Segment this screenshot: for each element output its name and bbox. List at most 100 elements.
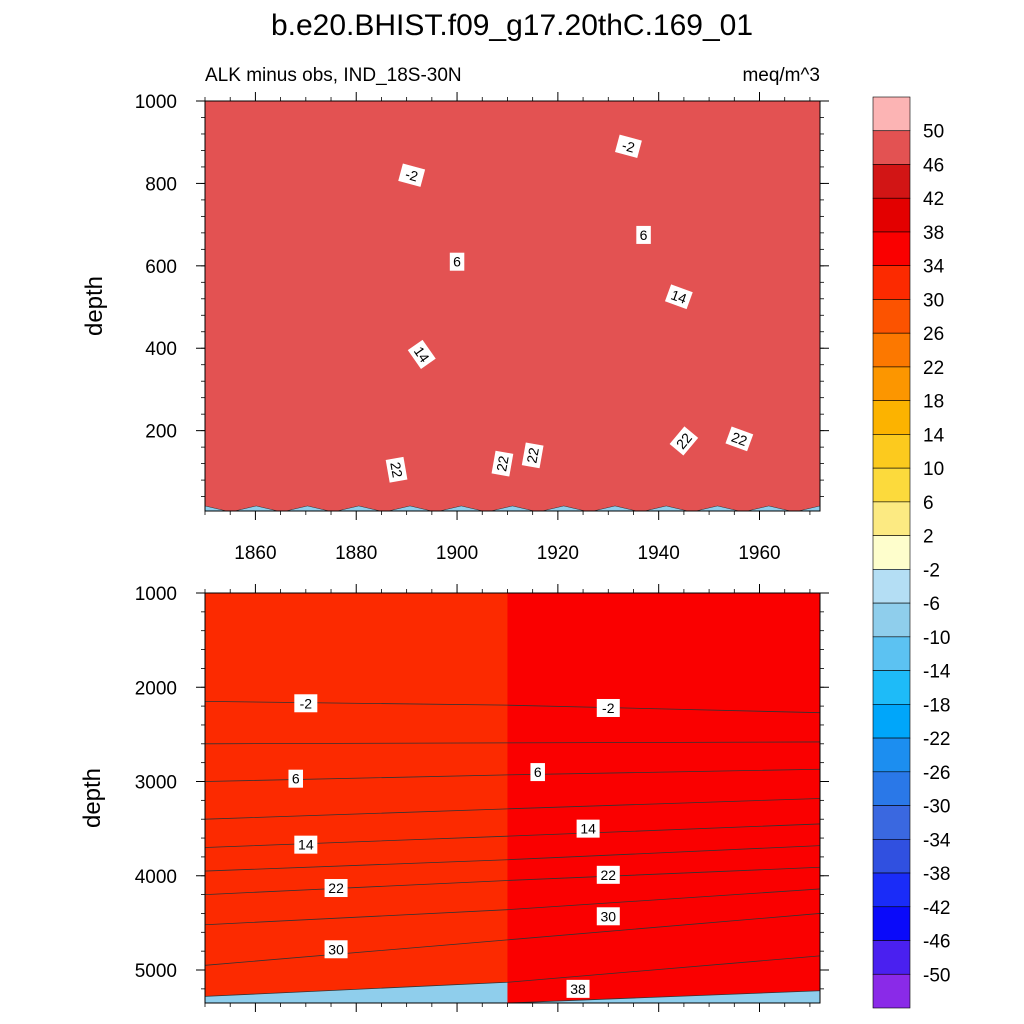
y-tick-label: 400 [145, 339, 177, 360]
y-tick-label: 2000 [135, 678, 177, 699]
colorbar-swatch [872, 569, 911, 604]
colorbar-label: -22 [923, 729, 950, 750]
contour-line-2 [205, 741, 820, 745]
contour-label-box [521, 442, 544, 469]
contour-label: 30 [596, 907, 620, 926]
contour-label-text: 22 [328, 880, 344, 896]
y-tick-label: 5000 [135, 961, 177, 982]
contour-label: 14 [664, 284, 693, 310]
contour-line-6 [205, 768, 820, 782]
contour-label: 6 [530, 763, 545, 782]
colorbar-swatch [872, 265, 911, 300]
colorbar-swatch [872, 366, 911, 401]
contour-label-box [615, 134, 642, 158]
contour-label: 6 [288, 769, 303, 788]
contour-label: 22 [385, 456, 408, 483]
colorbar-swatch [872, 636, 911, 671]
y-tick-label: 600 [145, 257, 177, 278]
lower-contour-fills [205, 593, 820, 1003]
contour-label: -2 [398, 163, 426, 187]
contour-label-text: 6 [534, 764, 542, 780]
colorbar-label: 26 [923, 324, 944, 345]
contour-label-text: 30 [328, 941, 344, 957]
contour-label: 6 [636, 225, 651, 244]
colorbar-swatch [872, 737, 911, 773]
contour-label-box [664, 284, 693, 310]
contour-label: 30 [324, 940, 348, 959]
colorbar-swatch [872, 197, 911, 233]
x-tick-label: 1880 [335, 543, 377, 564]
contour-label: -2 [294, 694, 318, 713]
y-tick-label: 3000 [135, 773, 177, 794]
contour-label: 14 [576, 819, 600, 838]
contour-label-box [576, 819, 600, 838]
contour-label: 22 [725, 426, 754, 452]
colorbar-swatch [872, 535, 911, 570]
contour-label-text: 6 [292, 771, 300, 787]
lower-panel: -2 -2 6 6 14 14 22 22 30 30 38 1000 2000 3000 4000 500… [79, 584, 829, 1012]
contour-label-box [288, 769, 303, 788]
colorbar-swatch [872, 704, 911, 739]
y-tick-label: 800 [145, 174, 177, 195]
contour-label-box [385, 456, 408, 483]
y-tick-label: 4000 [135, 867, 177, 888]
colorbar-swatch [872, 501, 911, 536]
contour-line-22 [205, 866, 820, 896]
colorbar-label: -14 [923, 662, 951, 683]
colorbar-label: 42 [923, 189, 944, 210]
colorbar-label: 22 [923, 358, 944, 379]
contour-label-box [491, 450, 514, 477]
contour-label-text: 22 [523, 446, 541, 464]
contour-line-30 [205, 913, 820, 966]
colorbar-label: 50 [923, 122, 944, 143]
contour-label-text: 22 [387, 461, 405, 479]
x-tick-label: 1900 [436, 543, 478, 564]
colorbar-label: -2 [923, 560, 940, 581]
colorbar-label: 38 [923, 223, 944, 244]
colorbar-label: -10 [923, 628, 950, 649]
upper-y-axis-title: depth [81, 276, 108, 336]
contour-label-box [449, 252, 465, 271]
colorbar-swatch [872, 299, 911, 334]
upper-right-label: meq/m^3 [742, 65, 820, 86]
colorbar-label: -18 [923, 695, 950, 716]
contour-label-text: 14 [298, 837, 314, 853]
contour-label: 22 [596, 865, 620, 884]
contour-label-text: -2 [300, 695, 313, 711]
contour-label-box [398, 163, 426, 187]
contour-label-box [596, 698, 620, 717]
y-tick-label: 1000 [135, 584, 177, 605]
colorbar-label: -30 [923, 797, 950, 818]
contour-label-text: 6 [453, 254, 461, 270]
contour-label-text: 22 [600, 867, 616, 883]
figure-title: b.e20.BHIST.f09_g17.20thC.169_01 [271, 9, 753, 42]
surface-fill-50 [205, 101, 820, 511]
contour-label-box [407, 339, 436, 369]
lower-plot-frame [204, 592, 821, 1004]
contour-label: 14 [407, 339, 436, 369]
contour-label-box [596, 865, 620, 884]
colorbar-swatch [872, 805, 911, 840]
upper-contour-labels: 22 22 22 22 22 14 14 6 6 -2 -2 [385, 134, 754, 483]
colorbar-swatch [872, 771, 911, 806]
colorbar-label: -34 [923, 830, 951, 851]
colorbar-label: 30 [923, 290, 944, 311]
upper-panel: ALK minus obs, IND_18S-30N meq/m^3 22 22 2… [81, 65, 829, 564]
colorbar-swatch [872, 670, 911, 705]
y-tick-label: 200 [145, 422, 177, 443]
contour-label-box [596, 907, 620, 926]
colorbar-swatch [872, 400, 911, 435]
contour-label: 38 [566, 979, 590, 998]
contour-label-box [324, 940, 348, 959]
upper-left-label: ALK minus obs, IND_18S-30N [205, 65, 462, 86]
colorbar-label: -46 [923, 932, 950, 953]
contour-line-18 [205, 845, 820, 872]
lower-axes: 1000 2000 3000 4000 5000 [135, 584, 829, 1012]
colorbar-label: -50 [923, 965, 950, 986]
x-tick-label: 1940 [638, 543, 680, 564]
contour-label-box [324, 879, 348, 898]
colorbar-label: 14 [923, 425, 945, 446]
colorbar-swatch [872, 602, 911, 638]
contour-label-text: 22 [493, 454, 511, 472]
contour-label-text: -2 [620, 137, 636, 156]
